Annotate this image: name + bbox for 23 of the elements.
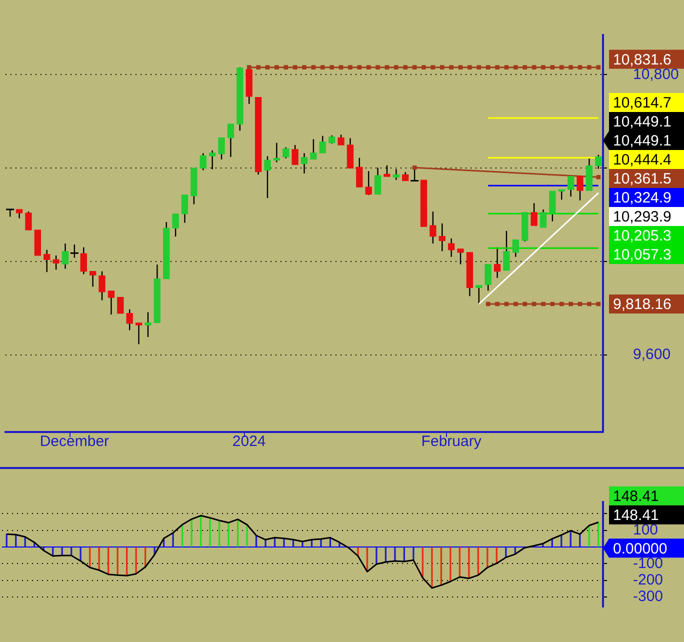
y-tick-label: -300 xyxy=(633,588,664,606)
data-label: 10,361.5 xyxy=(613,170,672,188)
x-tick-label: December xyxy=(40,433,110,450)
x-tick-label: 2024 xyxy=(232,433,266,450)
text: 10,449.1 xyxy=(613,132,672,150)
y-tick-label: 10,800 xyxy=(633,66,679,83)
y-tick-label: 100 xyxy=(633,521,658,538)
data-label: 10,614.7 xyxy=(613,94,672,112)
data-label: 10,324.9 xyxy=(613,190,672,207)
text: 10,449.1 xyxy=(613,114,672,131)
data-label: 10,205.3 xyxy=(613,228,672,245)
y-tick-label: 9,600 xyxy=(633,346,671,364)
x-tick-label: February xyxy=(421,433,482,450)
data-label: 10,057.3 xyxy=(613,246,672,264)
data-label: 10,444.4 xyxy=(613,152,672,169)
data-label: 9,818.16 xyxy=(613,296,672,314)
data-label: 148.41 xyxy=(613,506,659,524)
ref-line-label: 0.00000 xyxy=(613,540,668,558)
data-label: 10,831.6 xyxy=(613,51,672,68)
text: 148.41 xyxy=(613,488,659,505)
data-label: 10,293.9 xyxy=(613,208,672,226)
y-tick-label: -200 xyxy=(633,571,664,588)
y-tick-label: -100 xyxy=(633,554,664,572)
